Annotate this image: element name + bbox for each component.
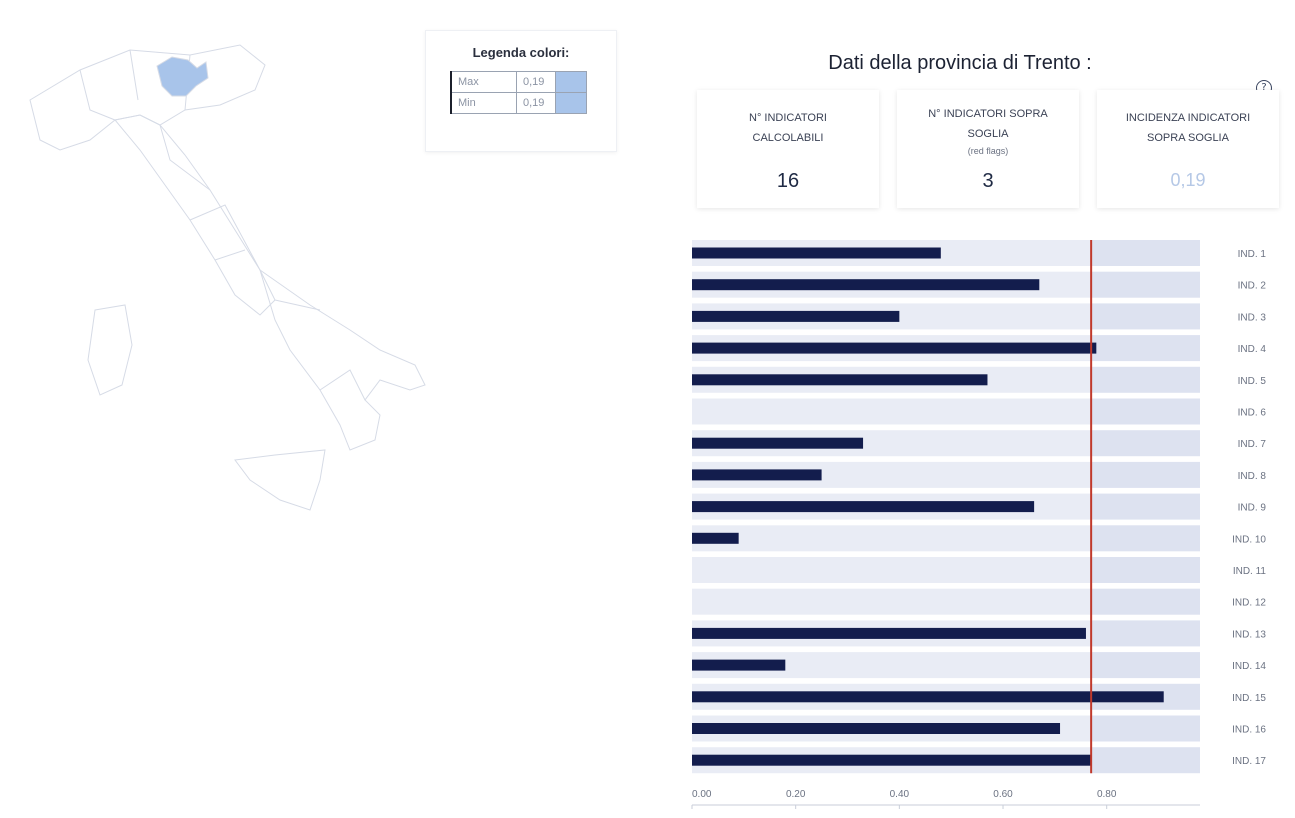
bar-track-above-threshold — [1091, 398, 1200, 425]
bar — [692, 627, 1086, 639]
bar-track — [692, 588, 1092, 615]
card-label-line2: CALCOLABILI — [752, 132, 824, 144]
bar — [692, 342, 1097, 354]
category-label: IND. 5 — [1238, 376, 1267, 387]
x-tick-label: 0.40 — [890, 789, 910, 800]
map-inner-borders — [79, 49, 366, 401]
category-label: IND. 11 — [1233, 566, 1267, 577]
bar-track-above-threshold — [1091, 303, 1200, 330]
legend-min-swatch — [555, 92, 587, 114]
legend-row-max: Max 0,19 — [450, 71, 587, 93]
bar — [692, 310, 900, 322]
legend-table: Max 0,19 Min 0,19 — [450, 71, 587, 114]
map-regions — [29, 44, 426, 511]
map-region-south — [259, 268, 426, 451]
category-label: IND. 16 — [1232, 725, 1266, 736]
card-label: INCIDENZA INDICATORI SOPRA SOGLIA — [1097, 108, 1279, 148]
card-sublabel: (red flags) — [967, 146, 1009, 156]
bar — [692, 469, 822, 481]
category-label: IND. 9 — [1238, 503, 1267, 514]
card-label-line1: N° INDICATORI SOPRA — [928, 108, 1048, 120]
x-tick-label: 0.00 — [692, 789, 712, 800]
bar — [692, 437, 864, 449]
bar-track — [692, 398, 1092, 425]
bar-track-above-threshold — [1091, 493, 1200, 520]
bar-track — [692, 525, 1092, 552]
bar-track-above-threshold — [1091, 335, 1200, 362]
bar-track-above-threshold — [1091, 240, 1200, 266]
bar — [692, 374, 988, 386]
category-label: IND. 10 — [1232, 534, 1266, 545]
category-label: IND. 1 — [1238, 249, 1267, 260]
bar — [692, 247, 941, 259]
bar-track-above-threshold — [1091, 366, 1200, 393]
bar-track-above-threshold — [1091, 525, 1200, 552]
bar-track-above-threshold — [1091, 430, 1200, 457]
bar-track-above-threshold — [1091, 588, 1200, 615]
category-label: IND. 7 — [1238, 439, 1267, 450]
bar-track — [692, 557, 1092, 583]
bar-track-above-threshold — [1091, 747, 1200, 774]
bar — [692, 501, 1035, 513]
category-label: IND. 17 — [1232, 756, 1266, 767]
x-tick-label: 0.20 — [786, 789, 806, 800]
category-label: IND. 13 — [1232, 629, 1266, 640]
card-value: 16 — [776, 170, 800, 192]
card-label-line2: SOGLIA — [967, 128, 1009, 140]
map-province-trento[interactable] — [156, 56, 209, 97]
category-label: IND. 12 — [1232, 598, 1266, 609]
bar-track-above-threshold — [1091, 652, 1200, 679]
category-label: IND. 4 — [1238, 344, 1267, 355]
card-value: 3 — [982, 170, 994, 192]
map-region-sicily — [234, 449, 326, 511]
category-label: IND. 15 — [1232, 693, 1266, 704]
category-label: IND. 8 — [1238, 471, 1267, 482]
color-legend: Legenda colori: Max 0,19 Min 0,19 — [425, 30, 617, 152]
legend-max-value: 0,19 — [516, 71, 556, 93]
card-label: N° INDICATORI CALCOLABILI — [697, 108, 879, 148]
card-indicators-above-threshold: N° INDICATORI SOPRA SOGLIA (red flags) 3 — [897, 90, 1079, 208]
bar-track-above-threshold — [1091, 557, 1200, 583]
bar — [692, 659, 786, 671]
legend-max-label: Max — [450, 71, 517, 93]
legend-row-min: Min 0,19 — [450, 92, 587, 114]
bar — [692, 723, 1061, 734]
card-label: N° INDICATORI SOPRA SOGLIA (red flags) — [897, 104, 1079, 158]
x-tick-label: 0.80 — [1097, 789, 1117, 800]
bar-track-above-threshold — [1091, 271, 1200, 298]
map-region-sardinia — [87, 304, 133, 396]
legend-min-value: 0,19 — [516, 92, 556, 114]
bar-track-above-threshold — [1091, 620, 1200, 647]
card-calculable-indicators: N° INDICATORI CALCOLABILI 16 — [697, 90, 879, 208]
legend-max-swatch — [555, 71, 587, 93]
bar — [692, 532, 739, 544]
bar-track-above-threshold — [1091, 461, 1200, 488]
map-region-north — [29, 44, 266, 151]
page-title: Dati della provincia di Trento : — [828, 52, 1092, 74]
card-value: 0,19 — [1170, 170, 1206, 190]
bar-track-above-threshold — [1091, 715, 1200, 742]
indicators-bar-chart: IND. 1 IND. 2 IND. 3 IND. 4 IND. 5 IND. 6 IND.… — [691, 240, 1267, 809]
card-label-line2: SOPRA SOGLIA — [1147, 132, 1229, 144]
card-label-line1: N° INDICATORI — [749, 112, 827, 124]
card-label-line1: INCIDENZA INDICATORI — [1125, 112, 1251, 124]
category-label: IND. 14 — [1232, 661, 1266, 672]
category-label: IND. 6 — [1238, 408, 1267, 419]
legend-title: Legenda colori: — [472, 45, 570, 60]
bar — [692, 279, 1040, 291]
map-region-center — [114, 114, 276, 316]
italy-map — [29, 44, 426, 511]
legend-min-label: Min — [450, 92, 517, 114]
bar — [692, 691, 1164, 703]
bar — [692, 754, 1092, 766]
x-tick-label: 0.60 — [993, 789, 1013, 800]
category-label: IND. 3 — [1238, 312, 1267, 323]
category-label: IND. 2 — [1238, 281, 1267, 292]
card-incidence-above-threshold: INCIDENZA INDICATORI SOPRA SOGLIA 0,19 — [1097, 90, 1279, 208]
